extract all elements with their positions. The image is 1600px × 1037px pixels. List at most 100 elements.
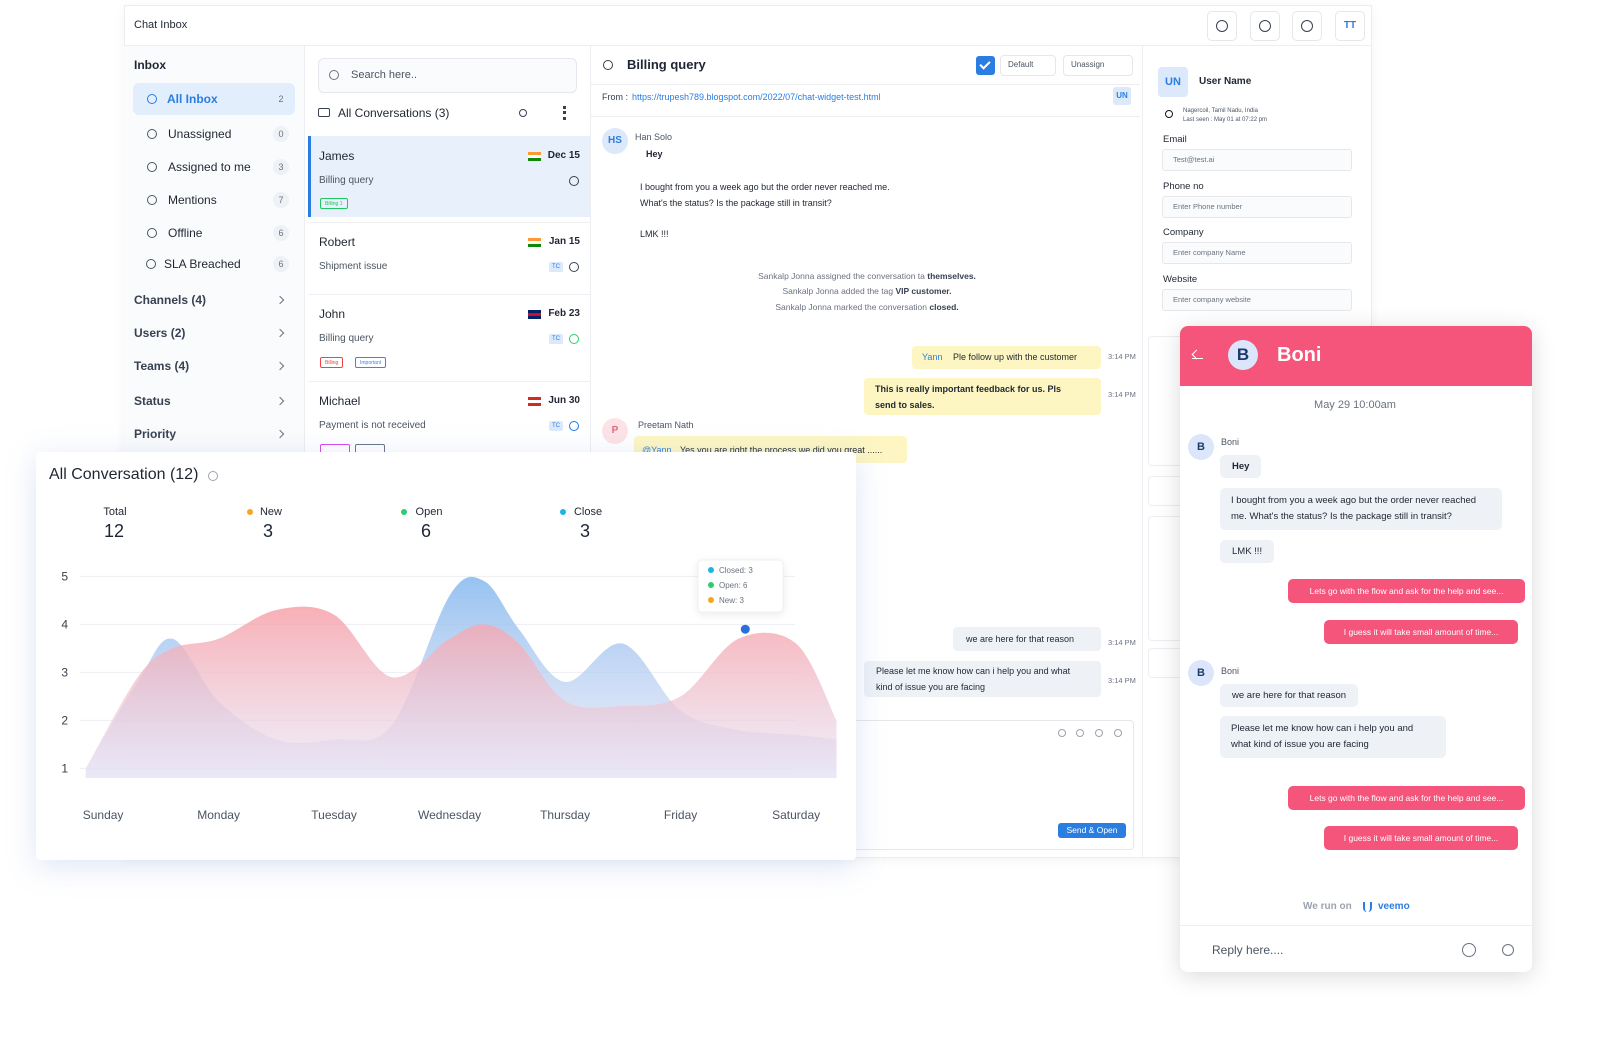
conversation-name: Michael (319, 394, 361, 408)
contact-panel (1142, 46, 1372, 858)
tag: Billing 1 (320, 198, 348, 209)
sidebar-item-active[interactable] (133, 83, 295, 115)
outgoing-text: I guess it will take small amount of tim… (1343, 833, 1499, 843)
search-placeholder: Search here.. (351, 69, 418, 81)
chat-badge: UN (1113, 87, 1131, 105)
search-box[interactable] (318, 58, 577, 93)
icon (569, 262, 579, 272)
agent-badge: TC (549, 334, 563, 344)
field-value: Enter Phone number (1173, 202, 1243, 211)
flag (528, 397, 541, 406)
sidebar-item-count: 2 (278, 94, 284, 104)
conversation-item[interactable] (308, 222, 590, 294)
outgoing-text: Lets go with the flow and ask for the he… (1309, 586, 1504, 596)
outgoing-text: Lets go with the flow and ask for the he… (1309, 793, 1504, 803)
header-button[interactable] (1250, 11, 1280, 41)
outgoing-text: I guess it will take small amount of tim… (1343, 627, 1499, 637)
flag (528, 310, 541, 319)
system-event: Sankalp Jonna added the tag VIP customer… (667, 283, 1067, 299)
sidebar-group: Channels (4) (134, 293, 207, 307)
header-button[interactable] (1207, 11, 1237, 41)
tooltip-dot (708, 597, 714, 603)
conversation-item[interactable] (308, 294, 590, 366)
message: I bought from you a week ago but the ord… (640, 182, 890, 208)
icon (603, 60, 613, 70)
conversation-name: Robert (319, 235, 356, 249)
highlight-point (740, 624, 750, 634)
sender-name: Boni (1221, 666, 1240, 676)
sidebar-item-count: 6 (273, 225, 289, 241)
reply-placeholder: Reply here.... (1212, 943, 1284, 957)
tooltip (697, 559, 784, 613)
sidebar-item-label: Assigned to me (168, 160, 251, 174)
field-label: Phone no (1163, 181, 1204, 192)
action-dropdown[interactable] (1063, 55, 1133, 76)
icon (1076, 729, 1084, 737)
note-text: Yes you are right the process we did you… (680, 445, 883, 455)
note-bubble (864, 378, 1101, 415)
system-event: Sankalp Jonna marked the conversation cl… (667, 299, 1067, 315)
menu-button[interactable] (563, 106, 566, 120)
event-text: Sankalp Jonna marked the conversation (775, 302, 930, 312)
icon (569, 334, 579, 344)
sidebar-item-label: All Inbox (167, 92, 218, 106)
back-button[interactable] (1192, 350, 1203, 359)
event-emphasis: themselves. (927, 271, 976, 281)
note-text: Ple follow up with the customer (953, 352, 1078, 362)
conversation-active[interactable] (308, 136, 590, 217)
incoming-bubble: we are here for that reason (1220, 684, 1359, 707)
y-tick-label: 2 (61, 713, 68, 727)
divider (591, 84, 1140, 85)
agent-avatar: P (602, 418, 628, 444)
conversation-date: Jun 30 (548, 395, 580, 406)
stat-label: Close (573, 506, 603, 518)
conversation-item[interactable] (308, 381, 590, 453)
conversations-title: All Conversations (3) (338, 106, 450, 120)
icon (1259, 20, 1271, 32)
field-value: Enter company website (1173, 295, 1251, 304)
field-input[interactable] (1162, 196, 1352, 218)
conversation-date: Dec 15 (547, 150, 580, 161)
sender-name: Boni (1221, 437, 1240, 447)
message-time: 3:14 PM (1108, 676, 1136, 685)
x-tick-label: Thursday (540, 808, 590, 822)
app-title: Chat Inbox (134, 19, 188, 31)
header-button[interactable] (1292, 11, 1322, 41)
field-input[interactable] (1162, 242, 1352, 264)
view-dropdown[interactable] (1000, 55, 1056, 76)
widget-avatar: B (1228, 340, 1258, 370)
header-divider (124, 45, 1372, 46)
stat-label: Total (103, 506, 127, 518)
note-bubble (912, 346, 1101, 369)
divider (591, 116, 1140, 117)
contact-avatar: UN (1158, 67, 1188, 97)
customer-avatar: HS (602, 128, 628, 154)
brand-logo (1363, 902, 1372, 912)
stat-value: 6 (420, 521, 431, 541)
action-dropdown-text: Unassign (1071, 60, 1105, 69)
x-tick-label: Tuesday (311, 808, 357, 822)
sidebar-item-count: 3 (273, 159, 289, 175)
conversation-subject: Shipment issue (319, 261, 388, 272)
widget-brand: veemo (1378, 901, 1410, 912)
agent-name: Preetam Nath (638, 420, 694, 430)
send-button[interactable] (1058, 823, 1126, 838)
x-tick-label: Monday (197, 808, 240, 822)
field-input[interactable] (1162, 149, 1352, 171)
field-input[interactable] (1162, 289, 1352, 311)
icon (1058, 729, 1066, 737)
sidebar-item-count: 6 (273, 256, 289, 272)
header-avatar[interactable] (1335, 11, 1365, 41)
conversation-subject: Billing query (319, 175, 374, 186)
field-label: Company (1163, 227, 1204, 238)
conversation-date: Jan 15 (548, 236, 580, 247)
icon (329, 70, 339, 80)
checkbox[interactable] (976, 56, 995, 75)
sidebar-group: Status (134, 394, 171, 408)
icon (519, 109, 527, 117)
message-time: 3:14 PM (1108, 352, 1136, 361)
x-tick-label: Saturday (772, 808, 820, 822)
contact-name: User Name (1199, 76, 1252, 87)
incoming-bubble: I bought from you a week ago but the ord… (1220, 488, 1502, 530)
